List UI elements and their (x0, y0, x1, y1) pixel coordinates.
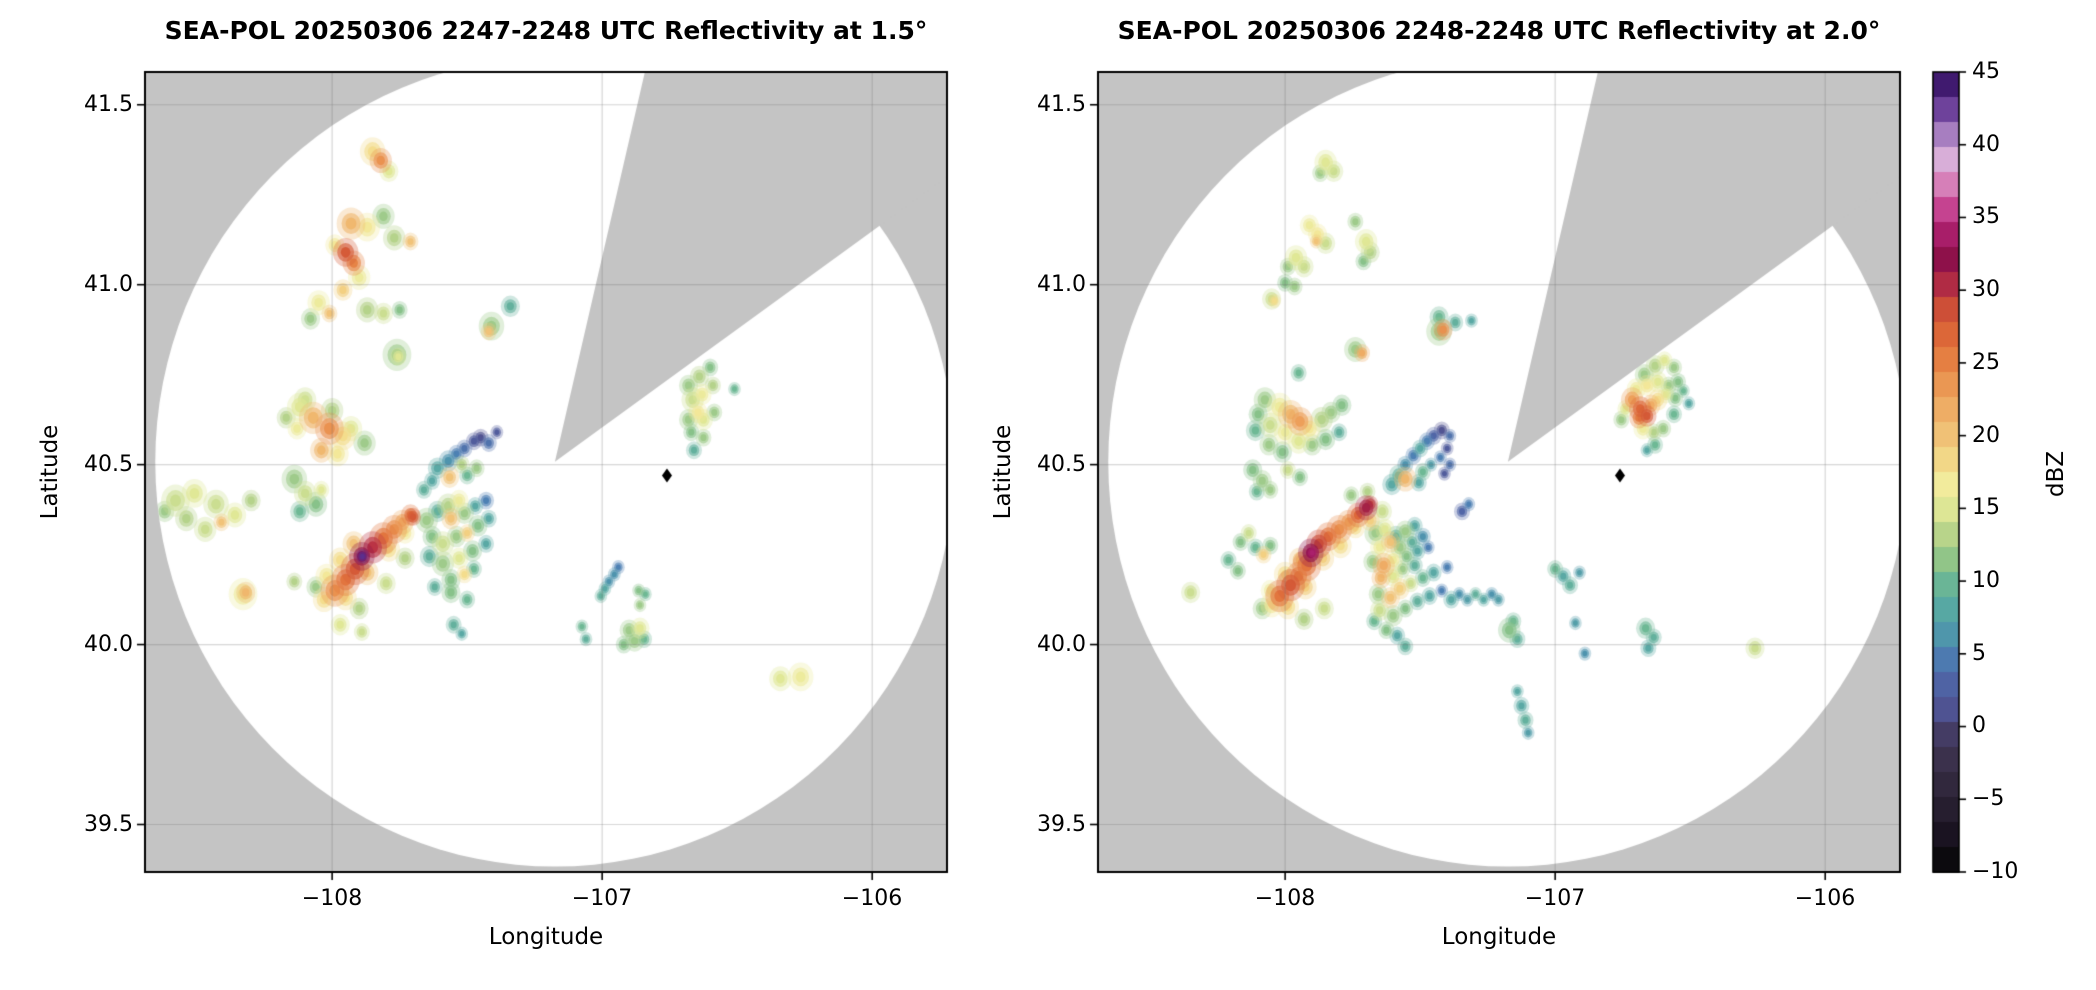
y-tick-label: 39.5 (84, 812, 133, 837)
x-axis-label: Longitude (1441, 924, 1557, 950)
y-tick-label: 39.5 (1037, 812, 1086, 837)
y-tick-label: 40.0 (84, 632, 133, 657)
y-tick-label: 40.0 (1037, 632, 1086, 657)
x-tick-label: −107 (1524, 886, 1586, 911)
x-axis-label: Longitude (488, 924, 604, 950)
colorbar-label: dBZ (2043, 450, 2069, 498)
y-tick-label: 41.0 (1037, 272, 1086, 297)
left-panel-title: SEA-POL 20250306 2247-2248 UTC Reflectiv… (164, 16, 928, 45)
x-tick-label: −107 (571, 886, 633, 911)
x-tick-label: −106 (1794, 886, 1856, 911)
x-tick-label: −108 (301, 886, 363, 911)
y-tick-label: 40.5 (1037, 452, 1086, 477)
y-tick-label: 41.5 (84, 92, 133, 117)
colorbar-tick-label: 10 (1972, 568, 2000, 593)
right-panel-title: SEA-POL 20250306 2248-2248 UTC Reflectiv… (1117, 16, 1881, 45)
colorbar-tick-label: 40 (1972, 132, 2000, 157)
x-tick-label: −108 (1254, 886, 1316, 911)
colorbar-tick-label: −5 (1972, 786, 2005, 811)
y-tick-label: 41.0 (84, 272, 133, 297)
x-tick-label: −106 (841, 886, 903, 911)
colorbar-tick-label: 30 (1972, 277, 2000, 302)
colorbar-tick-label: 20 (1972, 423, 2000, 448)
y-axis-label: Latitude (37, 424, 63, 520)
colorbar-tick-label: 45 (1972, 59, 2000, 84)
y-axis-label: Latitude (990, 424, 1016, 520)
y-tick-label: 41.5 (1037, 92, 1086, 117)
colorbar-tick-label: −10 (1972, 859, 2019, 884)
colorbar-tick-label: 35 (1972, 204, 2000, 229)
colorbar-tick-label: 0 (1972, 713, 1986, 738)
y-tick-label: 40.5 (84, 452, 133, 477)
colorbar-tick-label: 25 (1972, 350, 2000, 375)
colorbar-tick-label: 15 (1972, 495, 2000, 520)
colorbar-tick-label: 5 (1972, 641, 1986, 666)
